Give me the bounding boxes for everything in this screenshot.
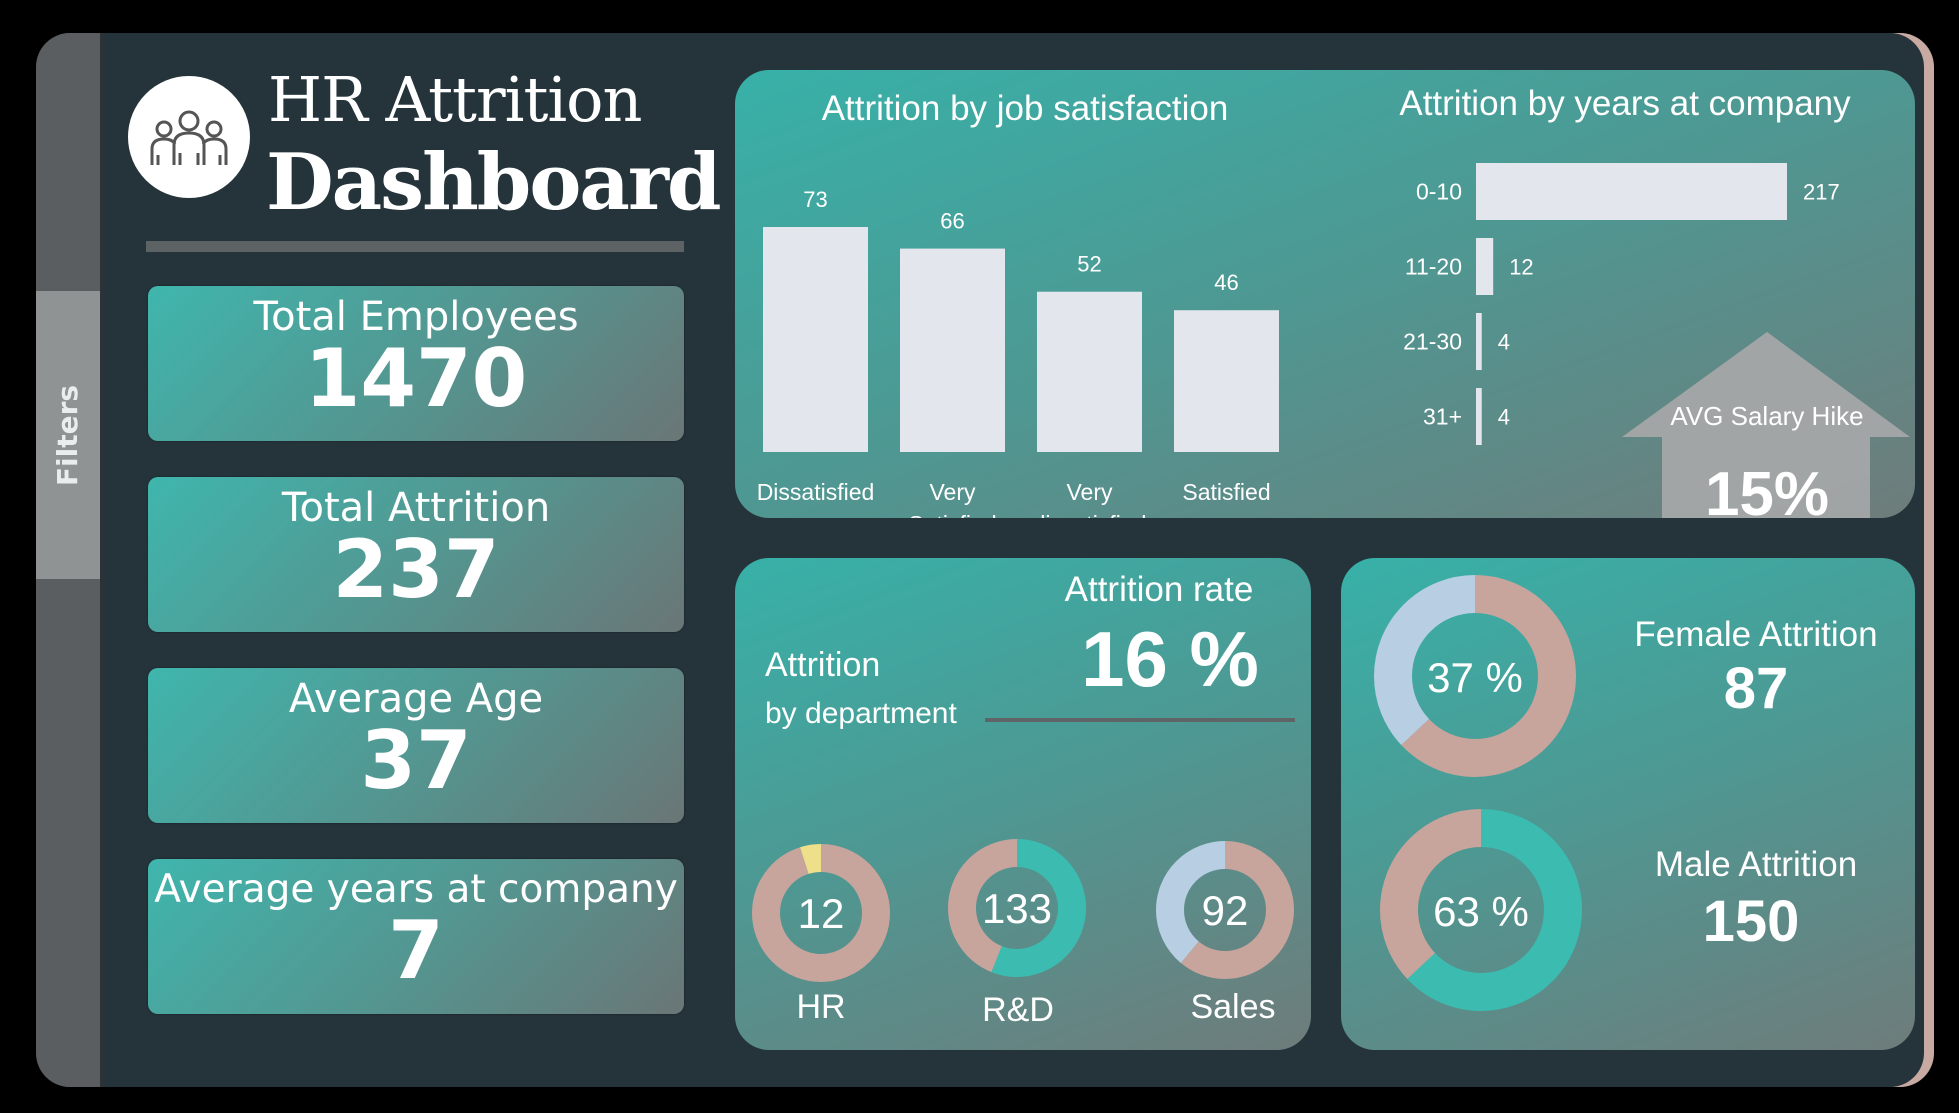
department-value: 92 [1202,887,1249,934]
salary-hike-arrow [1622,332,1910,543]
job-satisfaction-bar[interactable] [900,248,1005,452]
bar-data-label: 12 [1509,255,1533,280]
donut-segment[interactable] [1156,841,1294,979]
bar-data-label: 4 [1498,405,1510,430]
department-name: R&D [982,991,1054,1029]
filters-sidebar: Filters [36,33,104,1087]
department-title-line2: by department [765,697,957,730]
department-panel: Attrition rate 16 % Attrition by departm… [735,558,1311,1050]
years-bar[interactable] [1476,238,1494,295]
top-charts-panel: Attrition by job satisfaction 73 Dissatis… [735,70,1915,543]
category-label: Dissatisfied [757,479,875,505]
year-category-label: 31+ [1423,404,1462,430]
filters-label: Filters [51,384,85,486]
donut-segment[interactable] [1380,809,1582,1011]
top-charts-svg: Attrition by job satisfaction 73 Dissatis… [757,84,1910,543]
kpi-label: Total Employees [253,294,579,340]
department-svg: Attrition rate 16 % Attrition by departm… [752,570,1295,1029]
gender-percent: 63 % [1433,888,1529,935]
donut-segment[interactable] [1374,575,1576,777]
donut-segment[interactable] [752,844,890,982]
bar-data-label: 66 [940,209,964,234]
job-satisfaction-bar[interactable] [1037,291,1142,452]
department-name: Sales [1190,988,1275,1026]
dashboard-frame: Filters HR Attrition Dashboard Total Emp… [36,33,1934,1087]
years-bar[interactable] [1476,388,1482,445]
kpi-average-age: Average Age 37 [148,668,684,823]
salary-hike-value: 15% [1705,460,1829,518]
category-label: Very [1066,479,1113,505]
people-group-icon [128,76,250,198]
attrition-rate-label: Attrition rate [1065,570,1254,609]
job-satisfaction-bar[interactable] [763,227,868,452]
kpi-total-employees: Total Employees 1470 [148,286,684,441]
attrition-rate-value: 16 % [1081,615,1259,703]
kpi-label: Average Age [288,676,544,722]
bar-data-label: 52 [1077,252,1101,277]
kpi-total-attrition: Total Attrition 237 [148,477,684,632]
female-attrition-label: Female Attrition [1634,615,1877,654]
category-label: Satisfied [908,511,996,518]
department-value: 12 [798,890,845,937]
years-at-company-title: Attrition by years at company [1399,84,1851,123]
category-label: Very [929,479,976,505]
kpi-average-years: Average years at company 7 [148,859,684,1014]
kpi-value: 1470 [304,332,528,425]
title-line1: HR Attrition [268,63,642,136]
category-label: Satisfied [1182,479,1270,505]
bar-data-label: 4 [1498,330,1510,355]
year-category-label: 11-20 [1405,254,1462,280]
job-satisfaction-bar[interactable] [1174,310,1279,452]
department-name: HR [796,988,845,1026]
gender-svg: 37 % 63 % Female Attrition 87 Male Attrit… [1374,575,1878,1011]
kpi-value: 237 [332,523,500,616]
gender-percent: 37 % [1427,654,1523,701]
department-title-line1: Attrition [765,646,880,684]
kpi-label: Total Attrition [281,485,551,531]
male-attrition-value: 150 [1703,889,1800,954]
years-bar[interactable] [1476,313,1482,370]
salary-hike-label: AVG Salary Hike [1670,401,1863,431]
year-category-label: 0-10 [1416,179,1462,205]
bar-data-label: 217 [1803,180,1840,205]
kpi-value: 7 [388,904,444,997]
kpi-value: 37 [360,714,472,807]
male-attrition-label: Male Attrition [1655,845,1857,884]
bar-data-label: 73 [803,187,827,212]
year-category-label: 21-30 [1403,329,1462,355]
job-satisfaction-title: Attrition by job satisfaction [822,89,1229,128]
title-line2: Dashboard [266,137,722,228]
category-label: dissatisfied [1033,511,1147,518]
bar-data-label: 46 [1214,270,1238,295]
department-value: 133 [982,885,1052,932]
years-bar[interactable] [1476,163,1787,220]
filters-tab[interactable]: Filters [36,291,100,579]
donut-segment[interactable] [948,839,1086,977]
gender-panel: 37 % 63 % Female Attrition 87 Male Attrit… [1341,558,1915,1050]
female-attrition-value: 87 [1724,656,1789,721]
title-divider [146,241,684,252]
kpi-label: Average years at company [154,867,678,912]
